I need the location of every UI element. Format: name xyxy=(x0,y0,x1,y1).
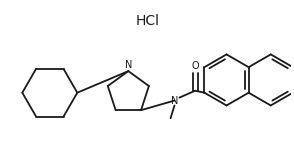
Text: HCl: HCl xyxy=(136,14,160,28)
Text: N: N xyxy=(125,60,132,70)
Text: N: N xyxy=(171,96,178,106)
Text: O: O xyxy=(191,61,199,71)
